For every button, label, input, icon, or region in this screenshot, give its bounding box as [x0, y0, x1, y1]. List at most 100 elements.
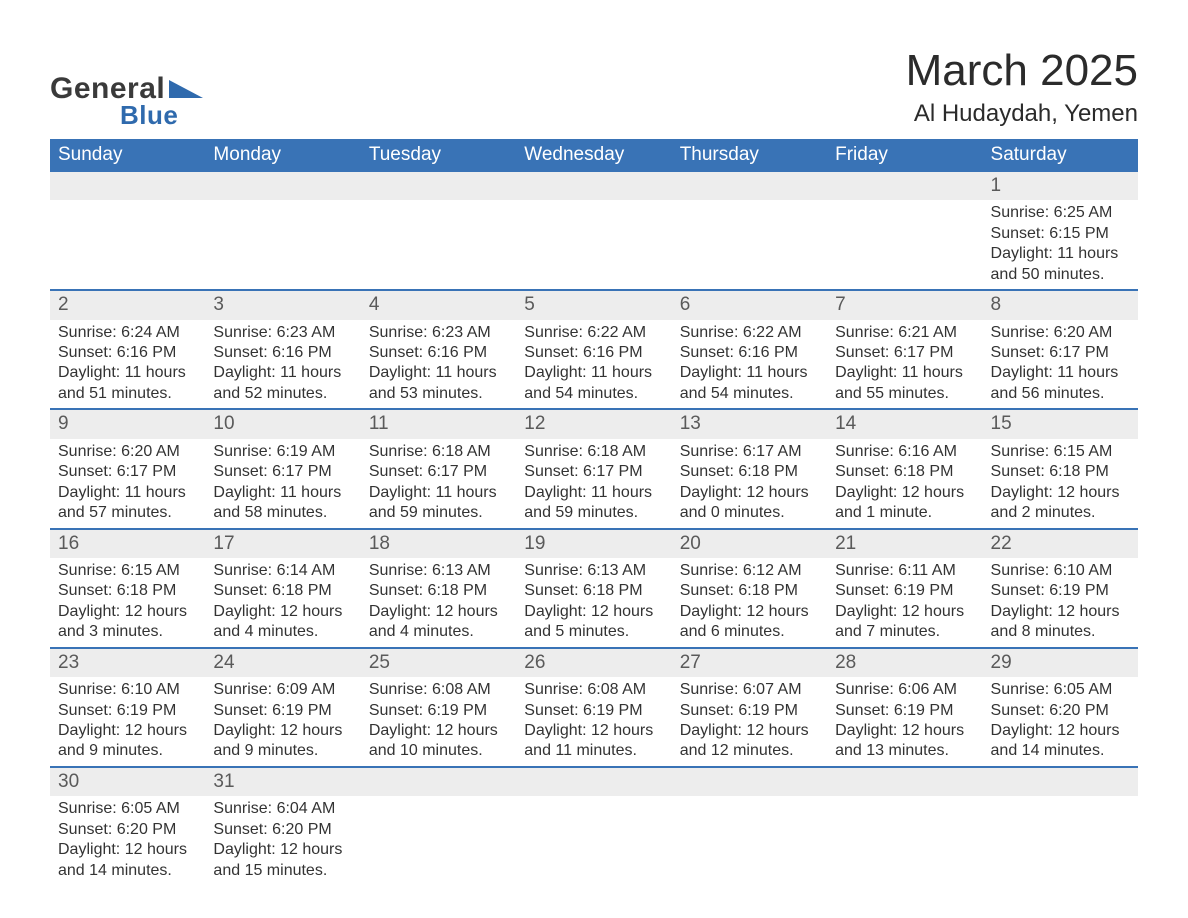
day-number: [983, 768, 1138, 796]
calendar-cell: 23Sunrise: 6:10 AMSunset: 6:19 PMDayligh…: [50, 648, 205, 767]
day-number: 19: [516, 530, 671, 558]
calendar-cell: [672, 767, 827, 885]
location-subtitle: Al Hudaydah, Yemen: [906, 100, 1138, 128]
daylight-text: Daylight: 12 hours and 0 minutes.: [680, 483, 819, 524]
day-number: 31: [205, 768, 360, 796]
day-number: 8: [983, 291, 1138, 319]
sunrise-text: Sunrise: 6:14 AM: [213, 561, 352, 581]
day-number: 3: [205, 291, 360, 319]
calendar-cell: 8Sunrise: 6:20 AMSunset: 6:17 PMDaylight…: [983, 290, 1138, 409]
logo: General Blue: [50, 46, 203, 131]
logo-triangle-icon: [169, 76, 203, 103]
daylight-text: Daylight: 11 hours and 52 minutes.: [213, 363, 352, 404]
day-number: [516, 768, 671, 796]
sunset-text: Sunset: 6:17 PM: [991, 343, 1130, 363]
sunrise-text: Sunrise: 6:07 AM: [680, 680, 819, 700]
calendar-cell: 14Sunrise: 6:16 AMSunset: 6:18 PMDayligh…: [827, 409, 982, 528]
calendar-cell: 16Sunrise: 6:15 AMSunset: 6:18 PMDayligh…: [50, 529, 205, 648]
day-number: 16: [50, 530, 205, 558]
day-number: 6: [672, 291, 827, 319]
sunset-text: Sunset: 6:15 PM: [991, 224, 1130, 244]
day-number: [205, 172, 360, 200]
sunrise-text: Sunrise: 6:10 AM: [991, 561, 1130, 581]
sunset-text: Sunset: 6:16 PM: [524, 343, 663, 363]
calendar-cell: 13Sunrise: 6:17 AMSunset: 6:18 PMDayligh…: [672, 409, 827, 528]
daylight-text: Daylight: 12 hours and 9 minutes.: [58, 721, 197, 762]
daylight-text: Daylight: 12 hours and 2 minutes.: [991, 483, 1130, 524]
day-number: 20: [672, 530, 827, 558]
day-number: 2: [50, 291, 205, 319]
day-number: 28: [827, 649, 982, 677]
calendar-week-row: 16Sunrise: 6:15 AMSunset: 6:18 PMDayligh…: [50, 529, 1138, 648]
daylight-text: Daylight: 12 hours and 10 minutes.: [369, 721, 508, 762]
sunset-text: Sunset: 6:17 PM: [58, 462, 197, 482]
daylight-text: Daylight: 11 hours and 51 minutes.: [58, 363, 197, 404]
day-number: [672, 768, 827, 796]
sunset-text: Sunset: 6:18 PM: [680, 581, 819, 601]
sunrise-text: Sunrise: 6:04 AM: [213, 799, 352, 819]
daylight-text: Daylight: 12 hours and 4 minutes.: [213, 602, 352, 643]
day-header: Thursday: [672, 139, 827, 172]
sunrise-text: Sunrise: 6:24 AM: [58, 323, 197, 343]
calendar-cell: [516, 767, 671, 885]
calendar-week-row: 30Sunrise: 6:05 AMSunset: 6:20 PMDayligh…: [50, 767, 1138, 885]
calendar-page: General Blue March 2025 Al Hudaydah, Yem…: [0, 0, 1188, 885]
sunrise-text: Sunrise: 6:08 AM: [369, 680, 508, 700]
sunset-text: Sunset: 6:18 PM: [835, 462, 974, 482]
day-number: 4: [361, 291, 516, 319]
day-number: 27: [672, 649, 827, 677]
sunrise-text: Sunrise: 6:18 AM: [369, 442, 508, 462]
sunrise-text: Sunrise: 6:19 AM: [213, 442, 352, 462]
sunset-text: Sunset: 6:18 PM: [524, 581, 663, 601]
calendar-cell: [361, 172, 516, 290]
calendar-cell: 5Sunrise: 6:22 AMSunset: 6:16 PMDaylight…: [516, 290, 671, 409]
calendar-cell: 4Sunrise: 6:23 AMSunset: 6:16 PMDaylight…: [361, 290, 516, 409]
calendar-cell: [205, 172, 360, 290]
day-number: 15: [983, 410, 1138, 438]
sunset-text: Sunset: 6:19 PM: [369, 701, 508, 721]
day-header: Wednesday: [516, 139, 671, 172]
calendar-cell: 15Sunrise: 6:15 AMSunset: 6:18 PMDayligh…: [983, 409, 1138, 528]
sunset-text: Sunset: 6:19 PM: [680, 701, 819, 721]
calendar-week-row: 1Sunrise: 6:25 AMSunset: 6:15 PMDaylight…: [50, 172, 1138, 290]
calendar-cell: 19Sunrise: 6:13 AMSunset: 6:18 PMDayligh…: [516, 529, 671, 648]
calendar-cell: 12Sunrise: 6:18 AMSunset: 6:17 PMDayligh…: [516, 409, 671, 528]
sunset-text: Sunset: 6:20 PM: [991, 701, 1130, 721]
sunset-text: Sunset: 6:17 PM: [524, 462, 663, 482]
day-number: 30: [50, 768, 205, 796]
sunset-text: Sunset: 6:16 PM: [58, 343, 197, 363]
calendar-cell: 27Sunrise: 6:07 AMSunset: 6:19 PMDayligh…: [672, 648, 827, 767]
sunset-text: Sunset: 6:19 PM: [524, 701, 663, 721]
daylight-text: Daylight: 11 hours and 54 minutes.: [680, 363, 819, 404]
day-number: [827, 172, 982, 200]
sunrise-text: Sunrise: 6:25 AM: [991, 203, 1130, 223]
calendar-cell: [827, 767, 982, 885]
daylight-text: Daylight: 12 hours and 9 minutes.: [213, 721, 352, 762]
daylight-text: Daylight: 11 hours and 53 minutes.: [369, 363, 508, 404]
sunrise-text: Sunrise: 6:22 AM: [524, 323, 663, 343]
sunrise-text: Sunrise: 6:20 AM: [991, 323, 1130, 343]
sunset-text: Sunset: 6:19 PM: [835, 701, 974, 721]
day-header: Friday: [827, 139, 982, 172]
daylight-text: Daylight: 12 hours and 13 minutes.: [835, 721, 974, 762]
daylight-text: Daylight: 12 hours and 7 minutes.: [835, 602, 974, 643]
daylight-text: Daylight: 12 hours and 15 minutes.: [213, 840, 352, 881]
calendar-cell: [672, 172, 827, 290]
sunrise-text: Sunrise: 6:15 AM: [991, 442, 1130, 462]
sunset-text: Sunset: 6:20 PM: [213, 820, 352, 840]
calendar-cell: [983, 767, 1138, 885]
day-number: 21: [827, 530, 982, 558]
day-number: 14: [827, 410, 982, 438]
sunrise-text: Sunrise: 6:06 AM: [835, 680, 974, 700]
sunrise-text: Sunrise: 6:09 AM: [213, 680, 352, 700]
day-number: 13: [672, 410, 827, 438]
sunrise-text: Sunrise: 6:21 AM: [835, 323, 974, 343]
day-number: 1: [983, 172, 1138, 200]
day-number: 17: [205, 530, 360, 558]
sunset-text: Sunset: 6:17 PM: [835, 343, 974, 363]
calendar-cell: 30Sunrise: 6:05 AMSunset: 6:20 PMDayligh…: [50, 767, 205, 885]
day-header-row: Sunday Monday Tuesday Wednesday Thursday…: [50, 139, 1138, 172]
sunset-text: Sunset: 6:17 PM: [369, 462, 508, 482]
sunset-text: Sunset: 6:19 PM: [58, 701, 197, 721]
title-block: March 2025 Al Hudaydah, Yemen: [906, 46, 1138, 128]
